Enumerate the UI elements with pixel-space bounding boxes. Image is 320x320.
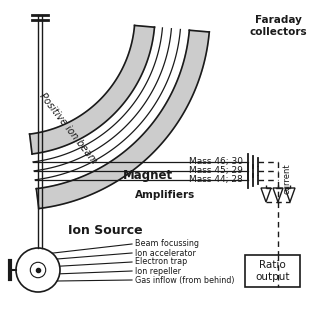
Text: Positive ion beam: Positive ion beam — [37, 91, 99, 165]
Text: Beam focussing: Beam focussing — [135, 239, 199, 249]
Text: Mass 45; 29: Mass 45; 29 — [189, 166, 243, 175]
Text: Ratio
output: Ratio output — [255, 260, 290, 282]
Text: Ion accelerator: Ion accelerator — [135, 249, 196, 258]
Text: Ion Source: Ion Source — [68, 223, 142, 236]
Text: Mass 46; 30: Mass 46; 30 — [189, 157, 243, 166]
Text: Magnet: Magnet — [123, 169, 173, 181]
Text: Faraday
collectors: Faraday collectors — [249, 15, 307, 36]
Polygon shape — [36, 30, 209, 209]
Text: Mass 44; 28: Mass 44; 28 — [189, 175, 243, 184]
Polygon shape — [30, 26, 155, 154]
Bar — [245, 255, 300, 287]
Text: Electron trap: Electron trap — [135, 258, 187, 267]
Text: Ion repeller: Ion repeller — [135, 267, 181, 276]
Text: Amplifiers: Amplifiers — [135, 190, 195, 200]
Text: current: current — [282, 163, 291, 194]
Text: Gas inflow (from behind): Gas inflow (from behind) — [135, 276, 235, 284]
